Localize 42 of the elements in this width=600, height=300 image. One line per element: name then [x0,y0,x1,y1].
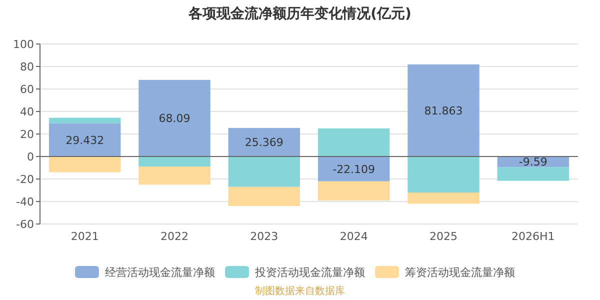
y-tick-label: -40 [16,195,34,208]
bar [228,156,300,187]
x-tick-label: 2022 [160,230,188,243]
y-tick-label: 0 [27,150,34,164]
x-tick-label: 2023 [250,230,278,243]
y-tick-label: 60 [20,82,34,96]
bar [48,156,121,172]
y-tick-label: 20 [20,128,34,141]
bar [228,186,300,206]
bar [408,156,480,192]
data-label: -22.109 [332,162,376,176]
y-tick-label: 100 [13,38,34,51]
bar [228,128,300,156]
x-tick-label: 2025 [430,230,458,243]
data-label: 25.369 [244,136,284,150]
y-tick-label: 80 [20,60,34,74]
x-tick-label: 2021 [70,230,99,243]
x-tick-label: 2024 [340,230,368,243]
bar [318,181,390,200]
bar [138,156,210,167]
bar [408,64,480,156]
legend-label: 筹资活动现金流量净额 [405,266,515,279]
bar [48,118,121,124]
legend-label: 投资活动现金流量净额 [254,266,365,279]
bar [138,166,210,185]
y-tick-label: 40 [20,105,34,118]
bar [497,167,570,181]
bar [48,123,121,156]
legend-label: 经营活动现金流量净额 [105,266,215,279]
bar [138,80,210,156]
data-label: 68.09 [158,112,190,126]
x-tick-label: 2026H1 [512,230,555,243]
text: 制图数据来自数据库 [255,285,345,297]
bar [408,192,480,204]
bar [318,128,390,156]
data-label: -9.59 [518,156,548,169]
bar [318,156,390,182]
chart-title: 各项现金流净额历年变化情况(亿元) [188,5,412,22]
y-tick-label: -20 [16,172,34,186]
data-label: 29.432 [66,134,104,147]
data-label: 81.863 [424,104,463,118]
y-tick-label: -60 [16,218,34,231]
